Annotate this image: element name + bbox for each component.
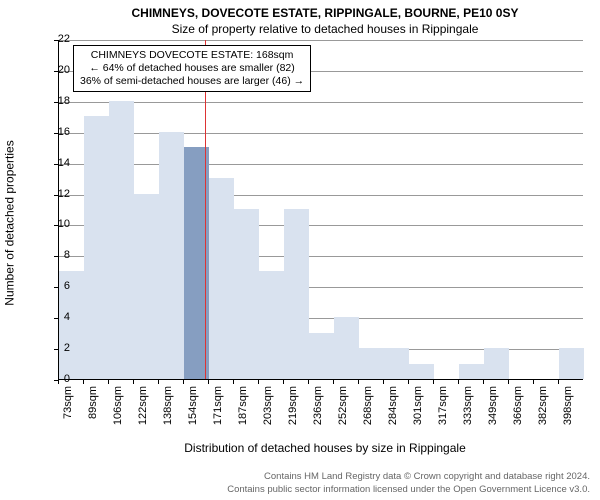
ytick-label: 16	[46, 126, 70, 138]
histogram-bar	[409, 364, 434, 379]
xtick-label: 317sqm	[437, 386, 449, 436]
histogram-bar	[359, 348, 384, 379]
xtick-mark	[308, 380, 309, 384]
ytick-label: 22	[46, 33, 70, 45]
histogram-bar	[334, 317, 359, 379]
ytick-mark	[54, 164, 58, 165]
ytick-mark	[54, 318, 58, 319]
ytick-label: 18	[46, 95, 70, 107]
gridline	[59, 164, 583, 165]
xtick-label: 268sqm	[362, 386, 374, 436]
xtick-mark	[58, 380, 59, 384]
xtick-label: 219sqm	[287, 386, 299, 436]
ytick-label: 20	[46, 64, 70, 76]
histogram-bar	[84, 116, 109, 379]
xtick-mark	[358, 380, 359, 384]
histogram-bar	[484, 348, 509, 379]
ytick-mark	[54, 133, 58, 134]
xtick-label: 398sqm	[562, 386, 574, 436]
xtick-mark	[158, 380, 159, 384]
ytick-mark	[54, 256, 58, 257]
xtick-label: 106sqm	[112, 386, 124, 436]
xtick-mark	[133, 380, 134, 384]
ytick-mark	[54, 349, 58, 350]
ytick-label: 12	[46, 188, 70, 200]
xtick-label: 284sqm	[387, 386, 399, 436]
xtick-label: 203sqm	[262, 386, 274, 436]
gridline	[59, 102, 583, 103]
xtick-mark	[183, 380, 184, 384]
annotation-line1: CHIMNEYS DOVECOTE ESTATE: 168sqm	[80, 49, 304, 62]
ytick-mark	[54, 287, 58, 288]
xtick-label: 73sqm	[62, 386, 74, 436]
xtick-label: 382sqm	[537, 386, 549, 436]
ytick-label: 6	[46, 280, 70, 292]
x-axis-label: Distribution of detached houses by size …	[60, 441, 590, 455]
ytick-mark	[54, 102, 58, 103]
gridline	[59, 40, 583, 41]
xtick-label: 333sqm	[462, 386, 474, 436]
histogram-bar	[384, 348, 409, 379]
xtick-mark	[458, 380, 459, 384]
histogram-bar	[259, 271, 284, 379]
histogram-bar	[309, 333, 334, 379]
histogram-bar	[159, 132, 184, 379]
footer: Contains HM Land Registry data © Crown c…	[10, 471, 590, 496]
ytick-label: 4	[46, 311, 70, 323]
xtick-label: 252sqm	[337, 386, 349, 436]
footer-line2: Contains public sector information licen…	[10, 484, 590, 496]
ytick-mark	[54, 195, 58, 196]
histogram-bar	[234, 209, 259, 379]
histogram-bar	[559, 348, 584, 379]
xtick-mark	[433, 380, 434, 384]
chart-title-line1: CHIMNEYS, DOVECOTE ESTATE, RIPPINGALE, B…	[60, 6, 590, 20]
xtick-label: 187sqm	[237, 386, 249, 436]
xtick-mark	[233, 380, 234, 384]
annotation-line2: ← 64% of detached houses are smaller (82…	[80, 62, 304, 75]
histogram-bar	[109, 101, 134, 379]
xtick-label: 366sqm	[512, 386, 524, 436]
ytick-label: 14	[46, 157, 70, 169]
chart-title-line2: Size of property relative to detached ho…	[60, 22, 590, 36]
xtick-label: 349sqm	[487, 386, 499, 436]
xtick-mark	[483, 380, 484, 384]
xtick-mark	[258, 380, 259, 384]
xtick-mark	[508, 380, 509, 384]
xtick-mark	[383, 380, 384, 384]
xtick-label: 171sqm	[212, 386, 224, 436]
xtick-mark	[408, 380, 409, 384]
annotation-box: CHIMNEYS DOVECOTE ESTATE: 168sqm ← 64% o…	[73, 45, 311, 92]
xtick-mark	[283, 380, 284, 384]
ytick-label: 10	[46, 218, 70, 230]
ytick-mark	[54, 225, 58, 226]
y-axis-label: Number of detached properties	[3, 140, 17, 305]
ytick-label: 2	[46, 342, 70, 354]
histogram-bar	[284, 209, 309, 379]
xtick-mark	[208, 380, 209, 384]
xtick-label: 236sqm	[312, 386, 324, 436]
footer-line1: Contains HM Land Registry data © Crown c…	[10, 471, 590, 483]
xtick-mark	[333, 380, 334, 384]
gridline	[59, 133, 583, 134]
xtick-label: 154sqm	[187, 386, 199, 436]
xtick-mark	[533, 380, 534, 384]
xtick-mark	[558, 380, 559, 384]
histogram-bar	[209, 178, 234, 379]
histogram-bar	[459, 364, 484, 379]
ytick-mark	[54, 71, 58, 72]
histogram-bar	[134, 194, 159, 379]
annotation-line3: 36% of semi-detached houses are larger (…	[80, 75, 304, 88]
xtick-label: 89sqm	[87, 386, 99, 436]
xtick-mark	[83, 380, 84, 384]
ytick-mark	[54, 40, 58, 41]
ytick-label: 8	[46, 249, 70, 261]
xtick-label: 301sqm	[412, 386, 424, 436]
xtick-mark	[108, 380, 109, 384]
xtick-label: 138sqm	[162, 386, 174, 436]
xtick-label: 122sqm	[137, 386, 149, 436]
y-axis-label-wrap: Number of detached properties	[2, 50, 18, 395]
